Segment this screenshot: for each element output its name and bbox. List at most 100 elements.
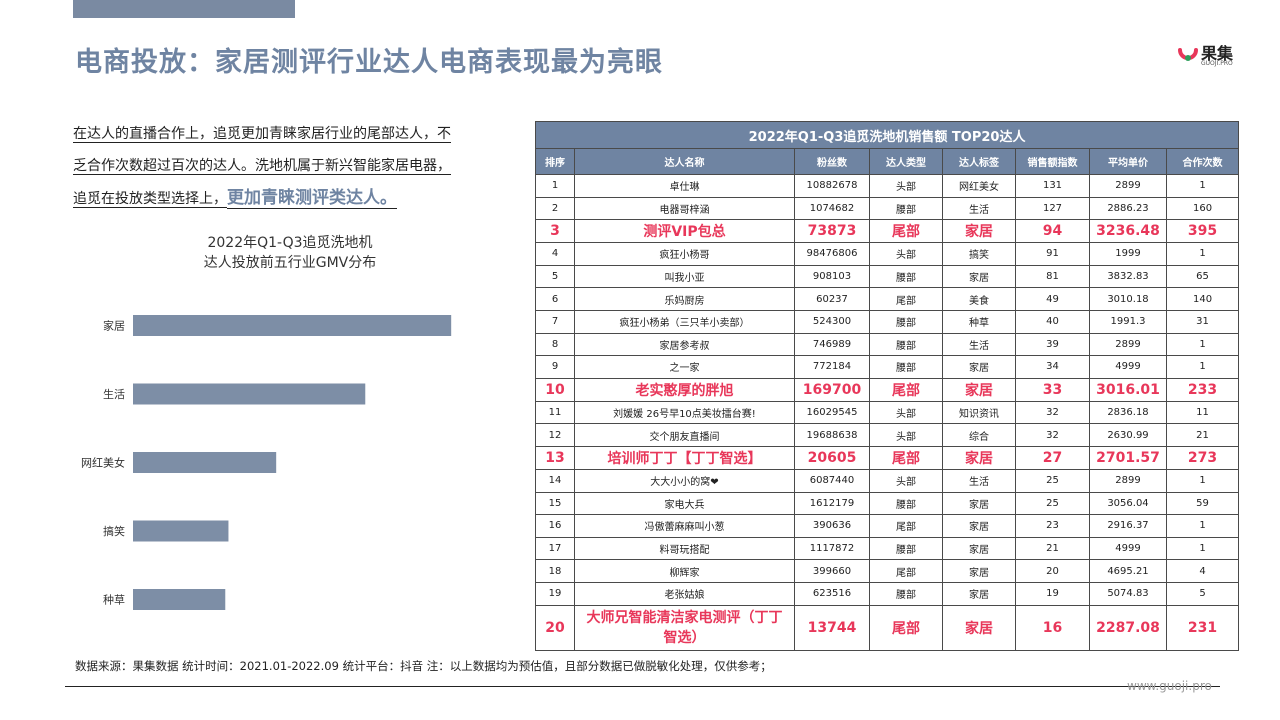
- table-cell: 腰部: [869, 491, 943, 516]
- table-cell: 4: [535, 242, 575, 266]
- footer-url: www.guoji.pro: [1127, 679, 1212, 693]
- table-cell: 16: [1015, 604, 1090, 651]
- table-cell: 65: [1165, 264, 1240, 289]
- table-cell: 4999: [1089, 355, 1167, 379]
- table-cell: 908103: [794, 264, 870, 289]
- table-cell: 乐妈厨房: [574, 287, 795, 311]
- table-row: 20 大师兄智能清洁家电测评（丁丁智选） 13744 尾部 家居 16 2287.08 231: [535, 604, 1240, 651]
- table-cell: 1612179: [794, 491, 870, 516]
- logo-subtitle: GUOJI.PRO: [1201, 60, 1233, 67]
- table-cell: 13744: [794, 604, 870, 651]
- intro-paragraph: 在达人的直播合作上，追觅更加青睐家居行业的尾部达人，不 乏合作次数超过百次的达人…: [73, 118, 513, 215]
- table-cell: 1: [1165, 174, 1240, 198]
- table-cell: 19: [1015, 581, 1090, 606]
- table-row: 18 柳辉家 399660 尾部 家居 20 4695.21 4: [535, 559, 1240, 583]
- table-header-cell: 粉丝数: [794, 148, 870, 175]
- table-cell: 头部: [869, 242, 943, 266]
- table-header-cell: 达人类型: [869, 148, 943, 175]
- table-cell: 273: [1165, 445, 1240, 470]
- category-label: 网红美女: [81, 456, 125, 470]
- table-cell: 交个朋友直播间: [574, 423, 795, 447]
- table-cell: 家居: [942, 377, 1016, 402]
- table-cell: 美食: [942, 287, 1016, 311]
- table-cell: 知识资讯: [942, 400, 1016, 425]
- page-title: 电商投放：家居测评行业达人电商表现最为亮眼: [75, 47, 663, 78]
- table-cell: 16: [535, 514, 575, 538]
- table-cell: 5074.83: [1089, 581, 1167, 606]
- table-row: 3 测评VIP包总 73873 尾部 家居 94 3236.48 395: [535, 219, 1240, 244]
- table-row: 13 培训师丁丁【丁丁智选】 20605 尾部 家居 27 2701.57 273: [535, 445, 1240, 470]
- table-cell: 头部: [869, 423, 943, 447]
- table-cell: 叫我小亚: [574, 264, 795, 289]
- table-cell: 15: [535, 491, 575, 516]
- table-cell: 395: [1165, 219, 1240, 244]
- table-cell: 31: [1165, 309, 1240, 334]
- footer-note: 数据来源：果集数据 统计时间：2021.01-2022.09 统计平台：抖音 注…: [75, 659, 772, 673]
- table-cell: 1: [1165, 242, 1240, 266]
- table-cell: 4999: [1089, 536, 1167, 561]
- table-cell: 2899: [1089, 332, 1167, 357]
- table-row: 10 老实憨厚的胖旭 169700 尾部 家居 33 3016.01 233: [535, 377, 1240, 402]
- table-cell: 10882678: [794, 174, 870, 198]
- table-cell: 家居: [942, 604, 1016, 651]
- table-cell: 3: [535, 219, 575, 244]
- table-cell: 8: [535, 332, 575, 357]
- table-cell: 2899: [1089, 468, 1167, 493]
- table-cell: 2701.57: [1089, 445, 1167, 470]
- table-cell: 13: [535, 445, 575, 470]
- table-cell: 34: [1015, 355, 1090, 379]
- table-cell: 11: [1165, 400, 1240, 425]
- table-header-cell: 销售额指数: [1015, 148, 1090, 175]
- table-row: 14 大大小小的窝❤ 6087440 头部 生活 25 2899 1: [535, 468, 1240, 493]
- table-cell: 生活: [942, 196, 1016, 221]
- table-cell: 2886.23: [1089, 196, 1167, 221]
- table-row: 9 之一家 772184 腰部 家居 34 4999 1: [535, 355, 1240, 379]
- table-cell: 94: [1015, 219, 1090, 244]
- table-cell: 127: [1015, 196, 1090, 221]
- table-cell: 家居: [942, 581, 1016, 606]
- table-cell: 131: [1015, 174, 1090, 198]
- table-cell: 399660: [794, 559, 870, 583]
- intro-line-1: 在达人的直播合作上，追觅更加青睐家居行业的尾部达人，不: [73, 126, 451, 143]
- category-label: 种草: [103, 593, 125, 607]
- table-cell: 疯狂小杨哥: [574, 242, 795, 266]
- table-row: 7 疯狂小杨弟（三只羊小卖部） 524300 腰部 种草 40 1991.3 31: [535, 309, 1240, 334]
- table-cell: 81: [1015, 264, 1090, 289]
- bar: [133, 589, 226, 610]
- table-cell: 1991.3: [1089, 309, 1167, 334]
- bar: [133, 452, 277, 473]
- table-cell: 家居: [942, 491, 1016, 516]
- table-cell: 746989: [794, 332, 870, 357]
- table-cell: 7: [535, 309, 575, 334]
- intro-emphasis: 更加青睐测评类达人。: [227, 188, 397, 209]
- table-cell: 柳辉家: [574, 559, 795, 583]
- table-title: 2022年Q1-Q3追觅洗地机销售额 TOP20达人: [534, 121, 1240, 149]
- table-cell: 冯傲蕾麻麻叫小葱: [574, 514, 795, 538]
- table-cell: 腰部: [869, 196, 943, 221]
- category-label: 生活: [103, 387, 125, 401]
- intro-line-3: 追觅在投放类型选择上，: [73, 191, 227, 208]
- table-cell: 772184: [794, 355, 870, 379]
- table-row: 17 料哥玩搭配 1117872 腰部 家居 21 4999 1: [535, 536, 1240, 561]
- table-body: 1 卓仕琳 10882678 头部 网红美女 131 2899 1 2 电器哥梓涵 1074682 腰…: [535, 174, 1240, 651]
- table-cell: 家电大兵: [574, 491, 795, 516]
- table-cell: 49: [1015, 287, 1090, 311]
- table-cell: 测评VIP包总: [574, 219, 795, 244]
- table-cell: 卓仕琳: [574, 174, 795, 198]
- table-cell: 5: [1165, 581, 1240, 606]
- table-cell: 网红美女: [942, 174, 1016, 198]
- table-cell: 大大小小的窝❤: [574, 468, 795, 493]
- table-cell: 1: [1165, 468, 1240, 493]
- table-cell: 18: [535, 559, 575, 583]
- table-cell: 3010.18: [1089, 287, 1167, 311]
- table-row: 15 家电大兵 1612179 腰部 家居 25 3056.04 59: [535, 491, 1240, 516]
- table-cell: 头部: [869, 468, 943, 493]
- table-cell: 家居: [942, 445, 1016, 470]
- table-cell: 尾部: [869, 514, 943, 538]
- table-cell: 91: [1015, 242, 1090, 266]
- table-cell: 培训师丁丁【丁丁智选】: [574, 445, 795, 470]
- chart-title-line-1: 2022年Q1-Q3追觅洗地机: [207, 235, 373, 251]
- table-cell: 6: [535, 287, 575, 311]
- table-cell: 6087440: [794, 468, 870, 493]
